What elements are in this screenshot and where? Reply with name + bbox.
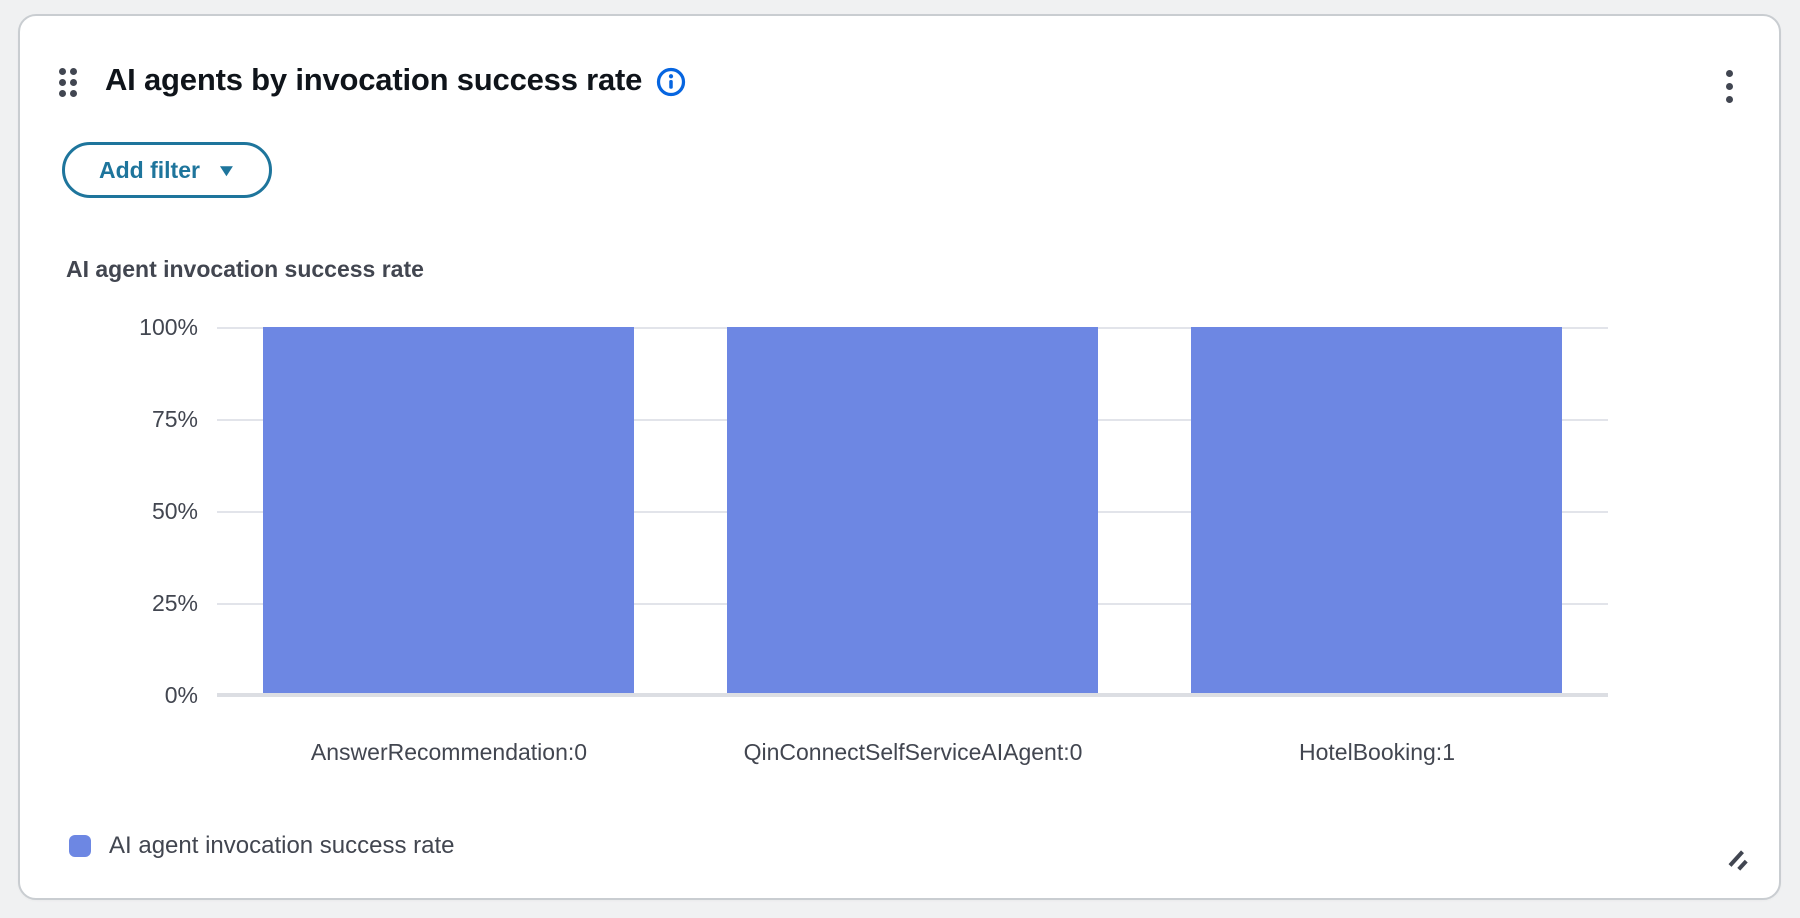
drag-handle-icon[interactable]: [59, 68, 77, 97]
y-tick-0: 0%: [164, 682, 198, 708]
add-filter-button[interactable]: Add filter ▼: [62, 142, 272, 198]
y-tick-75: 75%: [151, 406, 198, 432]
x-label-hotel-booking: HotelBooking:1: [1299, 739, 1455, 765]
x-axis-baseline: [217, 693, 1608, 697]
chart-title: AI agent invocation success rate: [66, 256, 424, 282]
page-title: AI agents by invocation success rate: [105, 62, 686, 98]
x-label-qinconnect-selfservice-aiagent: QinConnectSelfServiceAIAgent:0: [743, 739, 1083, 765]
widget-header: AI agents by invocation success rate: [20, 16, 1779, 126]
chevron-down-icon: ▼: [215, 161, 238, 180]
legend-item[interactable]: AI agent invocation success rate: [69, 832, 455, 860]
widget-card: AI agents by invocation success rate Add…: [18, 14, 1781, 900]
y-tick-25: 25%: [151, 590, 198, 616]
x-label-answer-recommendation: AnswerRecommendation:0: [310, 739, 588, 765]
legend-swatch: [69, 835, 91, 857]
bar-chart-plot-area: [217, 327, 1608, 697]
y-tick-100: 100%: [139, 314, 198, 340]
bar-qinconnect-selfservice-aiagent[interactable]: [727, 327, 1098, 693]
resize-handle-icon[interactable]: [1725, 848, 1755, 878]
bar-hotel-booking[interactable]: [1190, 327, 1562, 693]
info-icon[interactable]: [656, 67, 686, 97]
add-filter-label: Add filter: [99, 156, 200, 183]
kebab-menu-icon[interactable]: [1720, 64, 1739, 109]
legend-label: AI agent invocation success rate: [109, 832, 455, 859]
y-tick-50: 50%: [151, 498, 198, 524]
widget-title-text: AI agents by invocation success rate: [105, 62, 643, 97]
bar-answer-recommendation[interactable]: [263, 327, 635, 693]
